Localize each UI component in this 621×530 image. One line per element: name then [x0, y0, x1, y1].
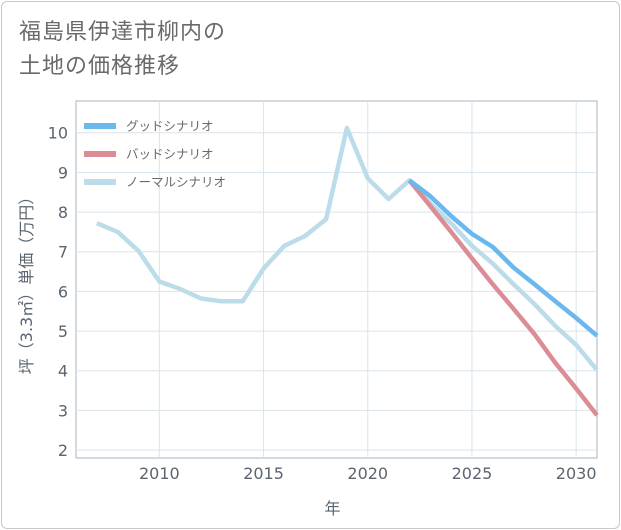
chart-title: 福島県伊達市柳内の 土地の価格推移: [19, 16, 226, 84]
y-axis-label: 坪（3.3㎡）単価（万円）: [17, 189, 36, 374]
x-tick-label: 2025: [452, 464, 493, 483]
x-tick-label: 2020: [347, 464, 388, 483]
series-line-bad: [407, 178, 599, 417]
legend-label-bad: バッドシナリオ: [126, 147, 214, 162]
y-tick-label: 4: [58, 362, 68, 381]
y-tick-label: 5: [58, 322, 68, 341]
y-tick-label: 3: [58, 401, 68, 420]
y-tick-label: 2: [58, 441, 68, 460]
chart-title-line-1: 福島県伊達市柳内の: [19, 20, 227, 45]
series-line-normal: [95, 125, 599, 372]
y-tick-label: 6: [58, 282, 68, 301]
series-line-good: [408, 178, 599, 338]
y-tick-label: 7: [58, 243, 68, 262]
y-tick-label: 9: [58, 163, 68, 182]
legend-label-good: グッドシナリオ: [126, 119, 214, 134]
x-tick-label: 2010: [139, 464, 180, 483]
y-tick-label: 10: [48, 124, 68, 143]
chart-title-line-2: 土地の価格推移: [19, 54, 181, 79]
x-tick-label: 2030: [556, 464, 597, 483]
x-tick-label: 2015: [243, 464, 284, 483]
legend-label-normal: ノーマルシナリオ: [126, 175, 226, 190]
x-axis-label: 年: [324, 499, 340, 518]
y-tick-label: 8: [58, 203, 68, 222]
